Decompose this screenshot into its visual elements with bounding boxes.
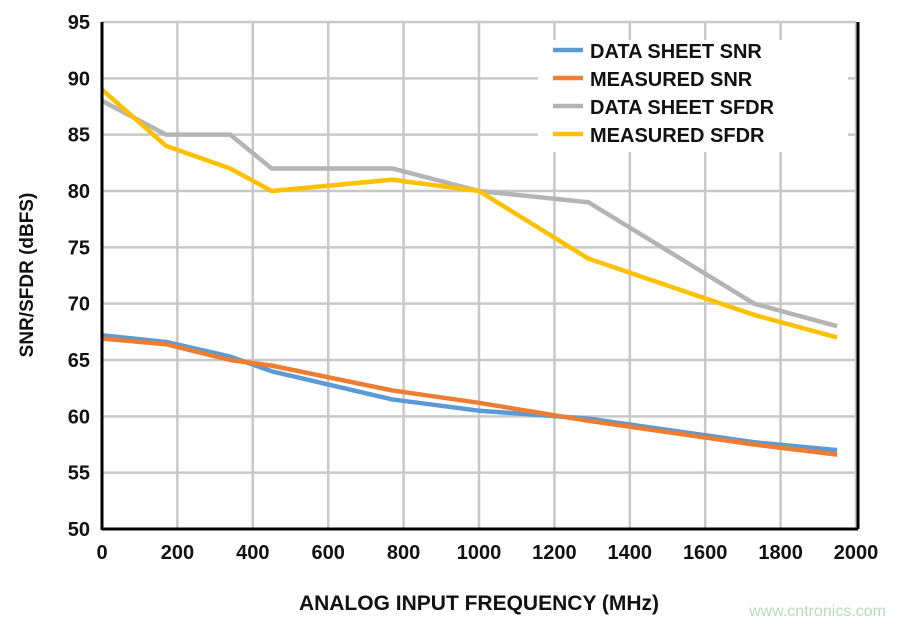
- x-tick-label: 1000: [457, 542, 502, 564]
- x-tick-label: 200: [161, 542, 194, 564]
- y-tick-label: 55: [68, 463, 90, 485]
- x-tick-label: 0: [96, 542, 107, 564]
- tick-labels: 0 200 400 600 800 1000 1200 1400 1600 1800 2000 50 5…: [68, 12, 879, 564]
- legend-label: DATA SHEET SFDR: [590, 97, 775, 119]
- y-tick-label: 70: [68, 294, 90, 316]
- x-tick-label: 1800: [758, 542, 803, 564]
- legend-label: MEASURED SFDR: [590, 125, 765, 147]
- x-tick-label: 600: [312, 542, 345, 564]
- y-tick-label: 50: [68, 519, 90, 541]
- y-tick-label: 60: [68, 406, 90, 428]
- legend-bg: [538, 40, 848, 68]
- x-tick-label: 2000: [834, 542, 879, 564]
- legend-label: DATA SHEET SNR: [590, 41, 762, 63]
- watermark: www.cntronics.com: [748, 603, 886, 620]
- legend-bg: [538, 68, 848, 96]
- series-line-measured-sfdr: [100, 87, 838, 340]
- y-axis-label: SNR/SFDR (dBFS): [17, 193, 38, 358]
- legend-label: MEASURED SNR: [590, 69, 753, 91]
- series-lines: [100, 87, 838, 457]
- legend-bg: [538, 124, 848, 152]
- x-tick-label: 800: [387, 542, 420, 564]
- series-line-measured-snr: [101, 336, 838, 457]
- y-tick-label: 80: [68, 181, 90, 203]
- legend-bg: [538, 96, 848, 124]
- x-tick-label: 1600: [683, 542, 728, 564]
- x-tick-label: 1400: [608, 542, 653, 564]
- x-tick-label: 1200: [532, 542, 577, 564]
- y-tick-label: 65: [68, 350, 90, 372]
- series-line-data-sheet-sfdr: [100, 98, 838, 329]
- y-tick-label: 75: [68, 237, 90, 259]
- y-tick-label: 90: [68, 68, 90, 90]
- y-tick-label: 95: [68, 12, 90, 34]
- x-tick-label: 400: [236, 542, 269, 564]
- x-axis-label: ANALOG INPUT FREQUENCY (MHz): [299, 592, 659, 615]
- series-line-data-sheet-snr: [101, 332, 838, 453]
- axes: [100, 22, 860, 531]
- legend: DATA SHEET SNR MEASURED SNR DATA SHEET SFD…: [538, 40, 848, 152]
- y-tick-label: 85: [68, 125, 90, 147]
